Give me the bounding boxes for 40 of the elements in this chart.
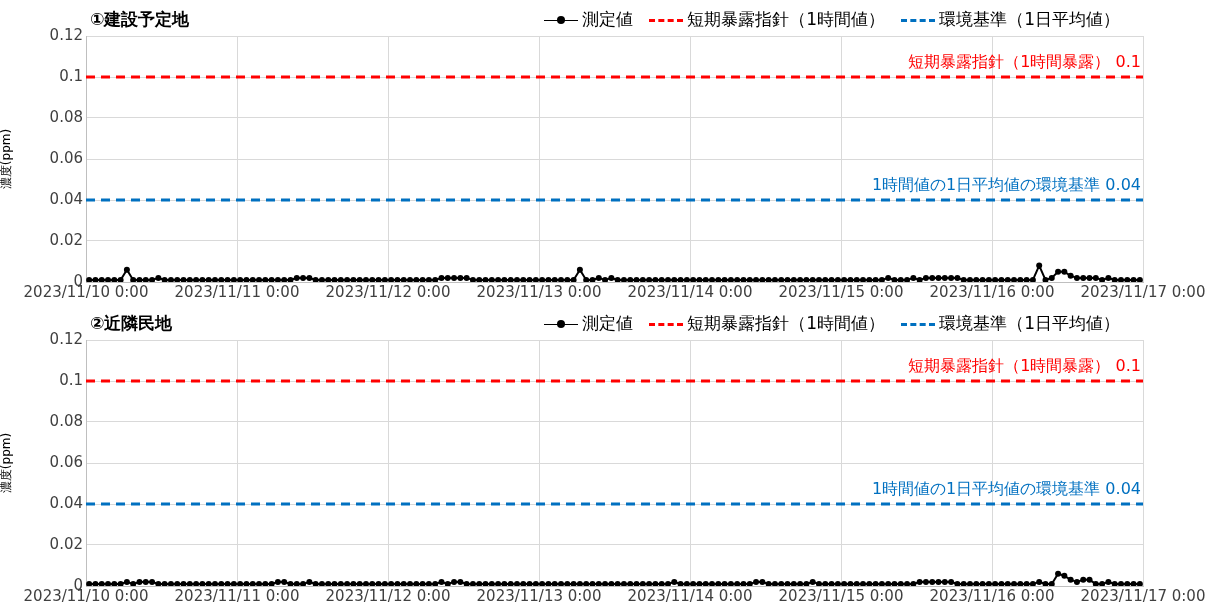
y-axis-title: 濃度(ppm) [0,432,14,494]
y-tick-label: 0.12 [49,329,83,348]
x-tick-label: 2023/11/14 0:00 [627,282,753,301]
y-tick-label: 0.1 [59,66,83,85]
y-tick-label: 0.02 [49,230,83,249]
annotation: 短期暴露指針（1時間暴露） 0.1 [908,52,1141,72]
y-tick-label: 0.06 [49,148,83,167]
x-tick-label: 2023/11/17 0:00 [1080,282,1206,301]
x-tick-label: 2023/11/12 0:00 [325,586,451,605]
x-tick-label: 2023/11/13 0:00 [476,586,602,605]
x-tick-label: 2023/11/12 0:00 [325,282,451,301]
legend-label: 短期暴露指針（1時間値） [687,8,886,31]
x-tick-label: 2023/11/16 0:00 [929,586,1055,605]
x-tick-label: 2023/11/14 0:00 [627,586,753,605]
x-tick-label: 2023/11/16 0:00 [929,282,1055,301]
x-tick-label: 2023/11/11 0:00 [174,282,300,301]
annotation: 1時間値の1日平均値の環境基準 0.04 [871,479,1141,499]
chart-title: ②近隣民地 [90,312,173,335]
y-tick-label: 0.06 [49,452,83,471]
y-axis-title: 濃度(ppm) [0,128,14,190]
x-tick-label: 2023/11/17 0:00 [1080,586,1206,605]
annotation: 1時間値の1日平均値の環境基準 0.04 [871,175,1141,195]
legend-label: 環境基準（1日平均値） [939,312,1120,335]
chart-title: ①建設予定地 [90,8,190,31]
y-tick-label: 0.12 [49,25,83,44]
x-tick-label: 2023/11/15 0:00 [778,282,904,301]
y-tick-label: 0.08 [49,411,83,430]
annotation: 短期暴露指針（1時間暴露） 0.1 [908,356,1141,376]
legend-label: 測定値 [582,312,634,335]
y-tick-label: 0.08 [49,107,83,126]
y-tick-label: 0.04 [49,493,83,512]
legend-label: 短期暴露指針（1時間値） [687,312,886,335]
legend-label: 環境基準（1日平均値） [939,8,1120,31]
x-tick-label: 2023/11/13 0:00 [476,282,602,301]
y-tick-label: 0.1 [59,370,83,389]
y-tick-label: 0.02 [49,534,83,553]
x-tick-label: 2023/11/15 0:00 [778,586,904,605]
legend-label: 測定値 [582,8,634,31]
y-tick-label: 0.04 [49,189,83,208]
x-tick-label: 2023/11/11 0:00 [174,586,300,605]
